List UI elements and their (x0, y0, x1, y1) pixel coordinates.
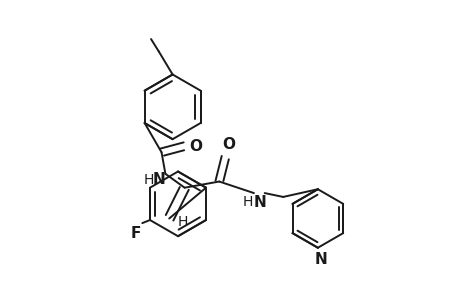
Text: H: H (242, 195, 252, 209)
Text: F: F (131, 226, 141, 241)
Text: N: N (314, 252, 327, 267)
Text: O: O (189, 139, 202, 154)
Text: H: H (178, 215, 188, 229)
Text: O: O (222, 137, 235, 152)
Text: H: H (143, 173, 153, 187)
Text: N: N (253, 195, 266, 210)
Text: N: N (152, 172, 165, 188)
